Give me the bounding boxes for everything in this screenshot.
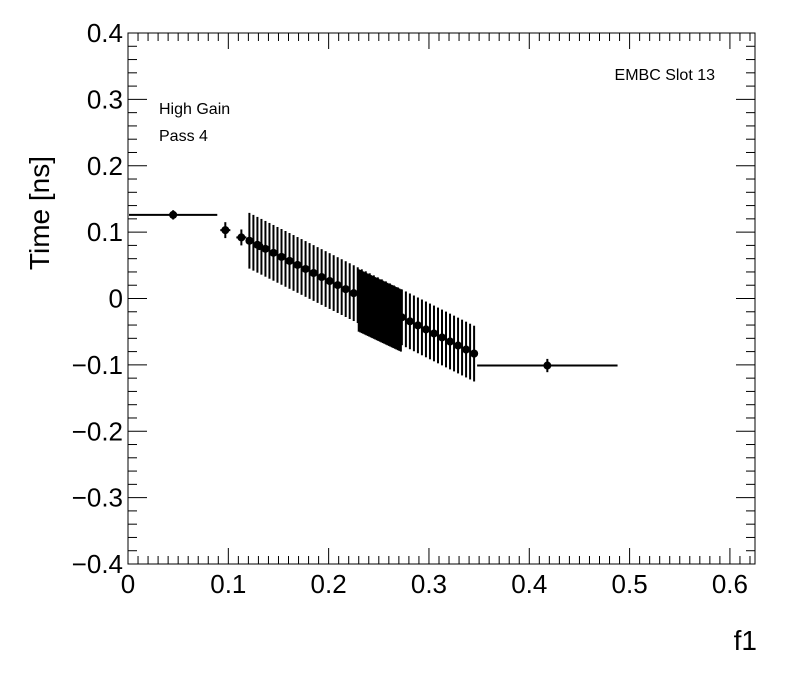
x-tick-label: 0.5 — [612, 569, 648, 599]
data-point-marker — [245, 236, 254, 245]
data-point-marker — [341, 285, 350, 294]
data-point-marker — [301, 264, 310, 273]
data-point-marker — [169, 210, 178, 219]
data-point-marker — [333, 281, 342, 290]
data-point-marker — [237, 233, 246, 242]
annotation-slot: EMBC Slot 13 — [615, 67, 716, 84]
data-point-marker — [462, 345, 471, 354]
data-point-marker — [285, 256, 294, 265]
x-tick-label: 0.1 — [210, 569, 246, 599]
y-tick-label: −0.1 — [72, 350, 123, 380]
data-point-marker — [255, 242, 264, 251]
data-point-marker — [293, 260, 302, 269]
data-point-marker — [349, 289, 358, 298]
y-tick-label: −0.2 — [72, 416, 123, 446]
data-layer — [129, 210, 618, 382]
data-point-marker — [309, 268, 318, 277]
y-tick-label: 0.3 — [87, 84, 123, 114]
y-tick-label: 0 — [109, 284, 123, 314]
x-tick-label: 0.6 — [712, 569, 748, 599]
x-axis-title: f1 — [734, 625, 757, 656]
y-tick-label: −0.3 — [72, 483, 123, 513]
y-tick-label: −0.4 — [72, 549, 123, 579]
data-point-marker — [438, 333, 447, 342]
x-tick-label: 0.2 — [311, 569, 347, 599]
data-point-marker — [429, 329, 438, 338]
y-tick-label: 0.4 — [87, 18, 123, 48]
data-point-marker — [446, 337, 455, 346]
data-point-marker — [317, 273, 326, 282]
data-point-marker — [261, 244, 270, 253]
data-point-marker — [470, 349, 479, 358]
y-axis-title: Time [ns] — [24, 156, 55, 270]
data-point-marker — [325, 277, 334, 286]
data-point-marker — [405, 317, 414, 326]
annotation-pass: Pass 4 — [159, 128, 208, 145]
data-point-marker — [543, 361, 552, 370]
data-point-marker — [221, 226, 230, 235]
data-point-marker — [269, 248, 278, 257]
x-tick-label: 0.3 — [411, 569, 447, 599]
tick-layer: −0.4 −0.3 −0.2 −0.1 0 0.1 0.2 0.3 0.4 0 0.1 0.2 0.3 0… — [72, 18, 755, 599]
data-point-marker — [454, 341, 463, 350]
data-point-marker — [413, 321, 422, 330]
annotation-gain: High Gain — [159, 101, 230, 118]
y-tick-label: 0.2 — [87, 151, 123, 181]
y-tick-label: 0.1 — [87, 217, 123, 247]
x-tick-label: 0.4 — [511, 569, 547, 599]
plot-frame — [127, 32, 756, 565]
data-point-marker — [421, 325, 430, 334]
data-point-marker — [277, 252, 286, 261]
x-tick-label: 0 — [121, 569, 135, 599]
